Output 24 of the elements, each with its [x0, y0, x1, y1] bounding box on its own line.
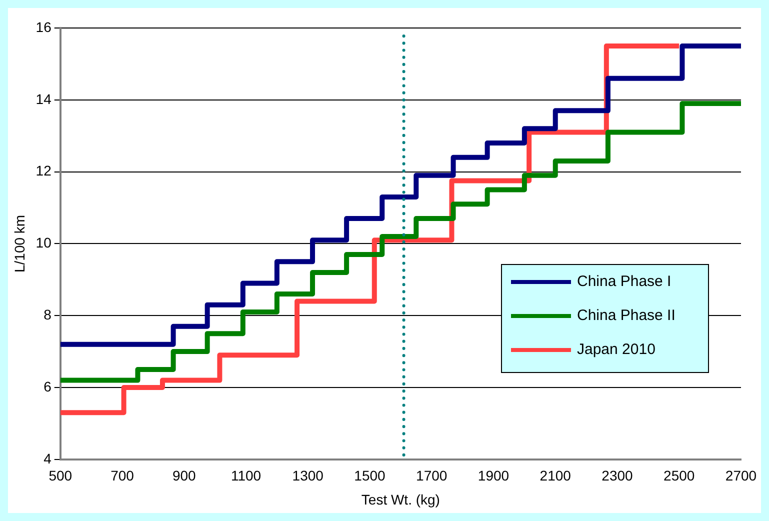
- x-axis-title: Test Wt. (kg): [361, 491, 440, 508]
- y-tick-label: 10: [36, 234, 52, 251]
- x-tick-label: 700: [110, 468, 134, 484]
- x-tick-label: 900: [172, 468, 196, 484]
- x-tick-label: 1500: [354, 468, 386, 484]
- y-tick-label: 14: [36, 90, 52, 107]
- x-tick-label: 2300: [602, 468, 634, 484]
- y-tick-label: 12: [36, 162, 52, 179]
- y-axis-title: L/100 km: [11, 214, 28, 272]
- y-tick-label: 4: [44, 450, 52, 466]
- y-tick-label: 16: [36, 18, 52, 35]
- y-tick-label: 8: [44, 306, 52, 322]
- x-tick-label: 2100: [540, 468, 572, 484]
- legend-label: Japan 2010: [577, 341, 656, 358]
- x-tick-label: 1700: [416, 468, 448, 484]
- x-tick-label: 1300: [292, 468, 324, 484]
- y-tick-label: 6: [44, 378, 52, 394]
- x-tick-label: 1100: [230, 468, 262, 484]
- legend-label: China Phase II: [577, 307, 676, 324]
- x-tick-label: 500: [48, 468, 72, 484]
- x-tick-label: 2700: [725, 468, 757, 484]
- legend-label: China Phase I: [577, 273, 672, 290]
- x-tick-label: 2500: [664, 468, 695, 484]
- x-tick-label: 1900: [478, 468, 510, 484]
